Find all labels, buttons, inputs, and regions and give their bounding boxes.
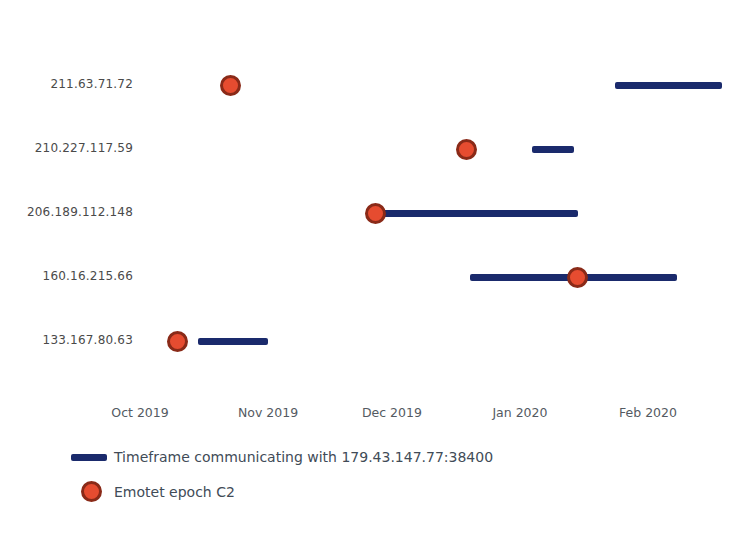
y-axis-label-ip: 160.16.215.66 (0, 269, 133, 283)
plot-area: 211.63.71.72 210.227.117.59 206.189.112.14… (0, 0, 740, 555)
epoch-c2-marker (365, 203, 386, 224)
y-axis-label-ip: 206.189.112.148 (0, 205, 133, 219)
y-axis-label-ip: 133.167.80.63 (0, 333, 133, 347)
timeframe-bar (198, 338, 268, 345)
emotet-c2-timeline-chart: 211.63.71.72 210.227.117.59 206.189.112.14… (0, 0, 740, 555)
timeframe-bar (375, 210, 577, 217)
epoch-c2-marker (456, 139, 477, 160)
timeframe-bar (615, 82, 722, 89)
x-axis-tick-label: Oct 2019 (111, 405, 168, 420)
x-axis-tick-label: Jan 2020 (492, 405, 547, 420)
y-axis-label-ip: 210.227.117.59 (0, 141, 133, 155)
y-axis-label-ip: 211.63.71.72 (0, 77, 133, 91)
epoch-c2-marker (167, 331, 188, 352)
timeframe-bar (532, 146, 573, 153)
x-axis-tick-label: Nov 2019 (238, 405, 298, 420)
epoch-c2-marker (220, 75, 241, 96)
epoch-c2-marker (567, 267, 588, 288)
x-axis-tick-label: Feb 2020 (619, 405, 677, 420)
x-axis-tick-label: Dec 2019 (362, 405, 422, 420)
